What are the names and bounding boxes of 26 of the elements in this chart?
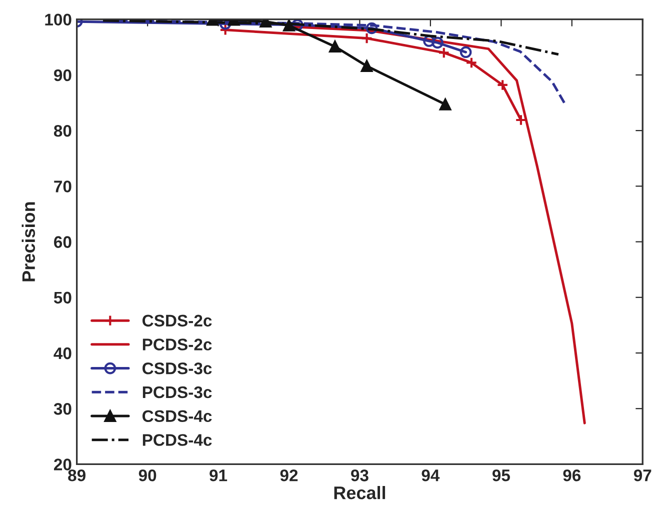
y-tick-label: 90: [54, 69, 72, 82]
y-tick-label: 80: [54, 124, 72, 137]
x-tick-label: 97: [634, 470, 652, 482]
y-axis-title: Precision: [22, 202, 36, 282]
y-tick-label: 30: [54, 403, 72, 415]
legend-label: PCDS-3c: [142, 386, 212, 398]
legend-label: CSDS-2c: [142, 314, 212, 327]
y-tick-label: 100: [45, 14, 72, 26]
x-tick-label: 89: [68, 470, 86, 482]
legend-label: PCDS-2c: [142, 338, 212, 350]
y-tick-label: 40: [54, 347, 72, 360]
y-tick-label: 50: [54, 292, 72, 304]
legend-label: CSDS-3c: [142, 362, 212, 374]
y-tick-label: 60: [54, 236, 72, 248]
legend-label: PCDS-4c: [142, 434, 212, 446]
x-tick-label: 92: [280, 470, 298, 482]
x-axis-title: Recall: [334, 486, 386, 500]
x-tick-label: 91: [210, 470, 228, 482]
x-tick-label: 95: [492, 470, 510, 482]
x-tick-label: 93: [351, 470, 368, 482]
x-tick-label: 96: [563, 470, 581, 482]
y-tick-label: 70: [54, 180, 72, 192]
x-tick-label: 94: [422, 470, 440, 482]
legend-label: CSDS-4c: [142, 410, 212, 422]
y-tick-label: 20: [54, 458, 72, 470]
x-tick-label: 90: [138, 470, 156, 482]
